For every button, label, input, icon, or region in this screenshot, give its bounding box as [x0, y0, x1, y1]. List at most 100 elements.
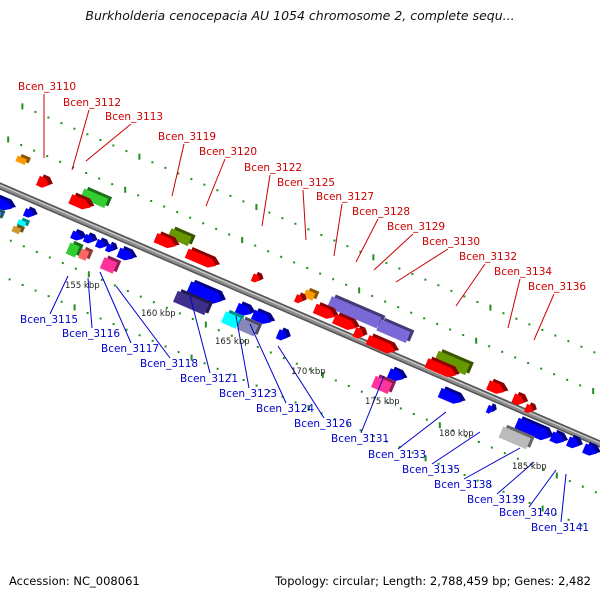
gene-feature[interactable]	[167, 225, 196, 247]
guide-dot	[423, 317, 426, 320]
label-leader	[115, 285, 171, 359]
gene-label-top[interactable]: Bcen_3130	[422, 236, 480, 248]
gene-feature[interactable]	[80, 186, 113, 209]
gene-label-top[interactable]: Bcen_3132	[459, 251, 517, 263]
guide-dot	[488, 345, 491, 348]
gene-feature[interactable]	[498, 424, 535, 451]
gene-feature[interactable]	[332, 311, 362, 334]
gene-feature[interactable]	[250, 307, 277, 328]
gene-feature[interactable]	[22, 205, 39, 220]
gene-feature[interactable]	[485, 402, 499, 416]
gene-feature[interactable]	[94, 236, 111, 251]
gene-label-top[interactable]: Bcen_3119	[158, 131, 216, 143]
gene-feature[interactable]	[173, 288, 213, 316]
gene-label-bottom[interactable]: Bcen_3126	[294, 418, 352, 430]
gene-feature[interactable]	[0, 205, 6, 221]
guide-dot	[215, 227, 218, 230]
gene-feature[interactable]	[376, 317, 415, 345]
gene-feature[interactable]	[70, 228, 88, 244]
gene-feature[interactable]	[0, 193, 18, 214]
gene-feature[interactable]	[234, 300, 258, 319]
gene-label-top[interactable]: Bcen_3125	[277, 177, 335, 189]
scale-tick-label: 175 kbp	[365, 397, 400, 407]
guide-dot	[165, 306, 168, 309]
gene-feature[interactable]	[65, 240, 84, 259]
gene-label-top[interactable]: Bcen_3110	[18, 81, 76, 93]
gene-feature[interactable]	[116, 245, 140, 264]
gene-feature[interactable]	[78, 246, 94, 262]
label-leader	[463, 447, 521, 480]
gene-label-bottom[interactable]: Bcen_3135	[402, 464, 460, 476]
gene-label-bottom[interactable]: Bcen_3133	[368, 449, 426, 461]
label-leader-lines	[43, 94, 567, 523]
gene-feature[interactable]	[186, 279, 229, 308]
gene-label-bottom[interactable]: Bcen_3138	[434, 479, 492, 491]
gene-feature[interactable]	[68, 191, 96, 213]
gene-label-bottom[interactable]: Bcen_3140	[499, 507, 557, 519]
gene-label-top[interactable]: Bcen_3127	[316, 191, 374, 203]
gene-feature[interactable]	[352, 324, 369, 341]
gene-label-bottom[interactable]: Bcen_3116	[62, 328, 120, 340]
gene-feature[interactable]	[275, 326, 293, 343]
gene-feature[interactable]	[371, 373, 397, 395]
gene-feature[interactable]	[511, 391, 530, 409]
gene-feature[interactable]	[15, 153, 31, 166]
gene-label-bottom[interactable]: Bcen_3131	[331, 433, 389, 445]
gene-feature[interactable]	[99, 254, 122, 274]
gene-feature[interactable]	[433, 348, 474, 376]
guide-dot	[359, 250, 362, 253]
gene-feature[interactable]	[104, 241, 119, 255]
guide-dot	[217, 329, 220, 332]
gene-label-bottom[interactable]: Bcen_3141	[531, 522, 589, 534]
gene-feature[interactable]	[582, 441, 600, 460]
gene-feature[interactable]	[327, 293, 386, 329]
gene-label-top[interactable]: Bcen_3112	[63, 97, 121, 109]
gene-feature[interactable]	[365, 332, 401, 357]
gene-feature[interactable]	[237, 316, 263, 338]
gene-label-top[interactable]: Bcen_3128	[352, 206, 410, 218]
guide-dot	[98, 177, 101, 180]
gene-label-top[interactable]: Bcen_3136	[528, 281, 586, 293]
guide-dot	[243, 340, 246, 343]
gene-feature[interactable]	[514, 415, 556, 444]
gene-label-top[interactable]: Bcen_3120	[199, 146, 257, 158]
gene-label-top[interactable]: Bcen_3129	[387, 221, 445, 233]
gene-feature[interactable]	[437, 385, 468, 408]
gene-feature[interactable]	[250, 271, 265, 285]
guide-dot	[450, 468, 453, 471]
gene-label-bottom[interactable]: Bcen_3115	[20, 314, 78, 326]
gene-label-bottom[interactable]: Bcen_3123	[219, 388, 277, 400]
guide-dot	[424, 278, 427, 281]
guide-dot	[592, 387, 595, 394]
gene-label-top[interactable]: Bcen_3122	[244, 162, 302, 174]
gene-feature[interactable]	[566, 434, 585, 452]
gene-feature[interactable]	[153, 230, 182, 252]
guide-dot	[176, 211, 179, 214]
gene-feature[interactable]	[386, 365, 410, 384]
gene-feature[interactable]	[11, 223, 26, 236]
guide-dot	[294, 222, 297, 225]
gene-feature[interactable]	[424, 355, 461, 381]
guide-dot	[528, 323, 531, 326]
gene-label-bottom[interactable]: Bcen_3139	[467, 494, 525, 506]
gene-feature[interactable]	[184, 246, 222, 272]
gene-feature[interactable]	[293, 291, 308, 305]
gene-feature[interactable]	[486, 378, 510, 398]
gene-feature[interactable]	[35, 173, 55, 191]
guide-dot	[345, 283, 348, 286]
guide-dot	[438, 422, 441, 429]
gene-label-bottom[interactable]: Bcen_3121	[180, 373, 238, 385]
gene-feature[interactable]	[312, 301, 341, 323]
gene-label-bottom[interactable]: Bcen_3118	[140, 358, 198, 370]
guide-dot	[151, 339, 154, 342]
guide-dot	[242, 200, 245, 203]
gene-label-top[interactable]: Bcen_3134	[494, 266, 552, 278]
gene-label-top[interactable]: Bcen_3113	[105, 111, 163, 123]
gene-feature[interactable]	[221, 309, 245, 330]
guide-dot	[436, 322, 439, 325]
gene-feature[interactable]	[549, 429, 570, 448]
gene-feature[interactable]	[524, 401, 538, 415]
gene-feature[interactable]	[82, 231, 99, 246]
gene-label-bottom[interactable]: Bcen_3117	[101, 343, 159, 355]
gene-label-bottom[interactable]: Bcen_3124	[256, 403, 314, 415]
